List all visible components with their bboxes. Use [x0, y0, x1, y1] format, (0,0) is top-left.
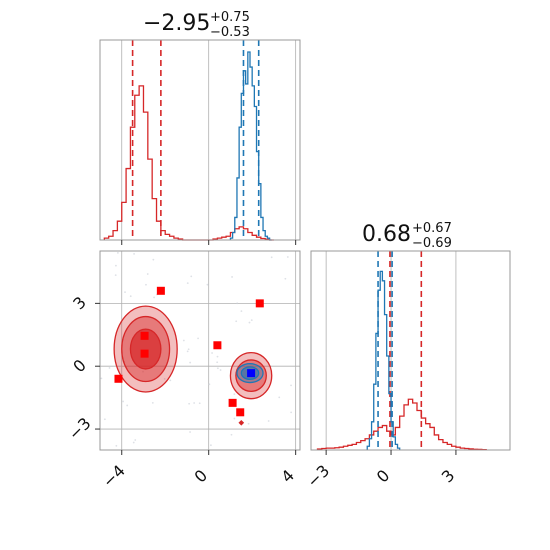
x-tick-label: 3: [438, 466, 459, 487]
y-tick-label: 3: [69, 293, 90, 314]
plot-frame: [310, 250, 511, 451]
background-sample-point: [231, 276, 233, 278]
red-diamond-marker: [238, 419, 245, 426]
background-sample-point: [186, 282, 189, 285]
top-left-histogram-title: −2.95: [143, 11, 210, 36]
background-sample-point: [233, 393, 236, 396]
blue-histogram-series: [229, 51, 272, 241]
background-sample-point: [290, 411, 293, 414]
background-sample-point: [247, 422, 250, 425]
x-tick-label: 0: [373, 466, 394, 487]
background-sample-point: [219, 369, 222, 371]
background-sample-point: [210, 444, 212, 447]
top-left-title-lower-error: −0.53: [210, 25, 250, 40]
background-sample-point: [286, 256, 289, 258]
background-sample-point: [108, 367, 111, 369]
background-sample-point: [152, 258, 155, 261]
red-square-marker: [236, 408, 245, 417]
background-sample-point: [133, 252, 135, 255]
background-sample-point: [124, 291, 126, 294]
background-sample-point: [187, 348, 190, 351]
background-sample-point: [145, 283, 147, 286]
background-sample-point: [236, 302, 239, 305]
red-histogram-series: [103, 85, 274, 241]
bottom-right-histogram-panel: −3 0 3: [303, 250, 511, 491]
x-tick-label: 4: [277, 466, 298, 487]
plot-frame: [99, 250, 301, 451]
red-histogram-series: [316, 398, 487, 451]
bottom-right-title-lower-error: −0.69: [412, 236, 452, 251]
x-tick-label: 0: [190, 466, 211, 487]
background-sample-point: [182, 339, 185, 342]
x-tick-label: −3: [303, 461, 333, 491]
background-sample-point: [230, 433, 233, 436]
joint-contour-panel: −4 0 4 −3 0 3: [65, 250, 301, 491]
red-square-marker: [156, 286, 165, 295]
background-sample-point: [115, 264, 117, 267]
top-left-title-upper-error: +0.75: [210, 10, 250, 25]
background-sample-point: [114, 274, 117, 277]
background-sample-point: [189, 361, 192, 364]
red-square-marker: [213, 341, 222, 350]
blue-histogram-series: [366, 270, 401, 450]
x-tick-label: −4: [99, 461, 129, 491]
top-left-histogram-panel: [99, 39, 301, 245]
red-square-marker: [114, 374, 123, 383]
background-sample-point: [235, 320, 238, 323]
red-square-marker: [228, 398, 237, 407]
background-sample-point: [186, 350, 189, 353]
y-tick-label: −3: [65, 414, 95, 444]
background-sample-point: [122, 400, 124, 403]
background-sample-point: [216, 355, 219, 358]
background-sample-point: [211, 352, 213, 354]
background-sample-point: [267, 420, 270, 422]
background-sample-point: [146, 273, 149, 275]
background-sample-point: [188, 402, 191, 405]
background-sample-point: [250, 319, 253, 321]
background-sample-point: [233, 417, 236, 420]
red-square-marker: [255, 299, 264, 308]
red-density-contour: [129, 328, 162, 370]
background-sample-point: [197, 337, 199, 340]
background-sample-point: [248, 321, 251, 324]
bottom-right-title-upper-error: +0.67: [412, 221, 452, 236]
background-sample-point: [126, 404, 129, 407]
background-sample-point: [278, 396, 281, 399]
background-sample-point: [284, 277, 287, 280]
background-sample-point: [198, 402, 201, 405]
y-tick-label: 0: [69, 356, 90, 377]
blue-square-marker: [247, 369, 256, 378]
background-sample-point: [151, 401, 154, 404]
bottom-right-histogram-title: 0.68: [362, 222, 411, 247]
background-sample-point: [270, 256, 273, 259]
background-sample-point: [206, 283, 209, 286]
background-sample-point: [163, 377, 166, 380]
background-sample-point: [100, 377, 103, 380]
background-sample-point: [290, 384, 292, 387]
background-sample-point: [216, 361, 219, 364]
background-sample-point: [208, 383, 211, 386]
background-sample-point: [153, 296, 155, 299]
background-sample-point: [103, 418, 106, 421]
background-sample-point: [132, 441, 135, 444]
background-sample-point: [115, 444, 118, 447]
plot-frame: [99, 39, 301, 241]
red-square-marker: [140, 349, 149, 358]
background-sample-point: [116, 251, 119, 254]
background-sample-point: [216, 367, 219, 370]
background-sample-point: [240, 310, 243, 313]
background-sample-point: [193, 402, 196, 404]
background-sample-point: [129, 295, 132, 298]
background-sample-point: [189, 431, 191, 433]
background-sample-point: [169, 379, 172, 382]
background-sample-point: [134, 439, 137, 441]
red-square-marker: [140, 331, 149, 340]
background-sample-point: [190, 275, 193, 278]
background-sample-point: [142, 370, 144, 373]
